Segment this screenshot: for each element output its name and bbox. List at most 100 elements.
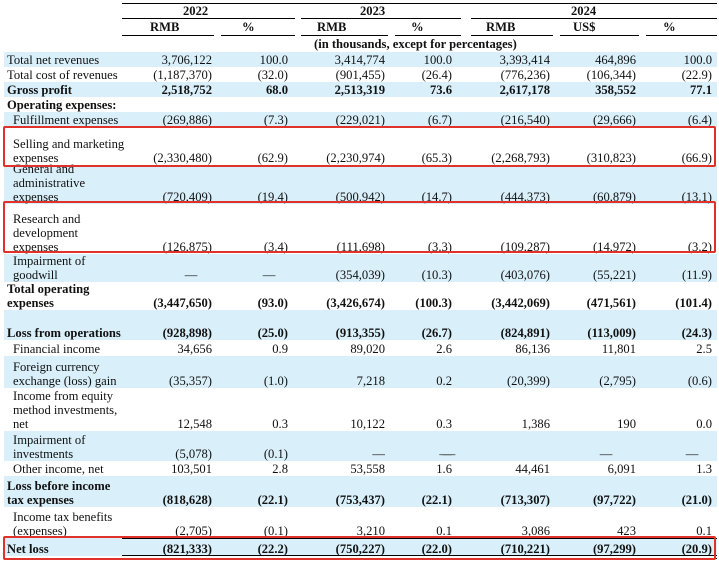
value-cell: (14.7) bbox=[421, 190, 452, 204]
value-cell: 464,896 bbox=[595, 53, 636, 67]
value-cell: (776,236) bbox=[500, 68, 550, 82]
value-cell: (25.0) bbox=[257, 326, 288, 340]
value-cell: (5,078) bbox=[175, 447, 212, 461]
value-cell: (500,942) bbox=[335, 190, 385, 204]
value-cell: (913,355) bbox=[335, 326, 385, 340]
currency-header-2024-usd: US$ bbox=[573, 20, 596, 34]
header-rule-col2 bbox=[221, 35, 295, 36]
value-cell: (710,221) bbox=[500, 542, 550, 556]
value-cell: (3.2) bbox=[687, 240, 712, 254]
value-cell: (750,227) bbox=[335, 542, 385, 556]
row-label: Other income, net bbox=[13, 462, 104, 476]
value-cell: — bbox=[184, 268, 198, 282]
row-label: Impairment of goodwill bbox=[13, 254, 86, 282]
value-cell: (928,898) bbox=[162, 326, 212, 340]
value-cell: (2,705) bbox=[175, 524, 212, 538]
value-cell: (126,875) bbox=[162, 240, 212, 254]
value-cell: 2.5 bbox=[696, 342, 712, 356]
value-cell: (824,891) bbox=[500, 326, 550, 340]
year-2023-rule bbox=[301, 18, 461, 19]
table-row: Selling and marketing expenses (2,330,480… bbox=[4, 127, 717, 165]
value-cell: (20.9) bbox=[681, 542, 712, 556]
row-label: Operating expenses: bbox=[7, 98, 117, 112]
value-cell: (101.4) bbox=[675, 296, 712, 310]
value-cell: 12,548 bbox=[177, 417, 212, 431]
value-cell: 0.0 bbox=[696, 417, 712, 431]
value-cell: (3,426,674) bbox=[326, 296, 385, 310]
value-cell: (1.0) bbox=[263, 374, 288, 388]
value-cell: — bbox=[685, 447, 699, 461]
header-rule-col1 bbox=[122, 35, 214, 36]
value-cell: (13.1) bbox=[681, 190, 712, 204]
net-loss-double-rule-1 bbox=[122, 555, 717, 556]
value-cell: (26.7) bbox=[421, 326, 452, 340]
value-cell: (19.4) bbox=[257, 190, 288, 204]
value-cell: 423 bbox=[617, 524, 636, 538]
value-cell: (2,268,793) bbox=[491, 151, 550, 165]
value-cell: 100.0 bbox=[683, 53, 712, 67]
value-cell: (22.1) bbox=[257, 493, 288, 507]
value-cell: 6,091 bbox=[607, 462, 636, 476]
value-cell: 0.1 bbox=[436, 524, 452, 538]
value-cell: 0.2 bbox=[436, 374, 452, 388]
table-row: Loss before income tax expenses (818,628)… bbox=[4, 476, 717, 507]
year-2023-header: 2023 bbox=[360, 4, 386, 18]
value-cell: (354,039) bbox=[335, 268, 385, 282]
year-2024-rule bbox=[471, 18, 717, 19]
value-cell: (22.1) bbox=[421, 493, 452, 507]
value-cell: (216,540) bbox=[500, 113, 550, 127]
value-cell: (22.2) bbox=[257, 542, 288, 556]
year-2022-rule bbox=[122, 18, 295, 19]
value-cell: 73.6 bbox=[429, 83, 452, 97]
table-row: Total net revenues 3,706,122 100.0 3,414,77… bbox=[4, 52, 717, 67]
value-cell: (444,373) bbox=[500, 190, 550, 204]
value-cell: (22.9) bbox=[681, 68, 712, 82]
percent-header-2024: % bbox=[663, 20, 676, 34]
row-label: Selling and marketing expenses bbox=[13, 137, 125, 165]
value-cell: 68.0 bbox=[265, 83, 288, 97]
value-cell: 0.1 bbox=[696, 524, 712, 538]
table-row: Fulfillment expenses (269,886) (7.3) (229,0… bbox=[4, 112, 717, 127]
header-top-rule bbox=[122, 3, 717, 4]
row-label: Foreign currency exchange (loss) gain bbox=[13, 360, 117, 388]
value-cell: (29,666) bbox=[592, 113, 636, 127]
table-row: Total cost of revenues (1,187,370) (32.0) (… bbox=[4, 67, 717, 82]
value-cell: (106,344) bbox=[586, 68, 636, 82]
table-row: Income tax benefits (expenses) (2,705) (0.… bbox=[4, 507, 717, 538]
year-2024-header: 2024 bbox=[571, 4, 597, 18]
value-cell: 2,518,752 bbox=[161, 83, 212, 97]
value-cell: 44,461 bbox=[515, 462, 550, 476]
value-cell: (2,330,480) bbox=[153, 151, 212, 165]
value-cell: 1,386 bbox=[521, 417, 550, 431]
row-label: Financial income bbox=[13, 342, 101, 356]
value-cell: 100.0 bbox=[423, 53, 452, 67]
row-label: Impairment of investments bbox=[13, 433, 86, 461]
header-rule-col5 bbox=[471, 35, 553, 36]
percent-header-2022: % bbox=[242, 20, 255, 34]
value-cell: — bbox=[599, 447, 613, 461]
value-cell: (471,561) bbox=[586, 296, 636, 310]
row-label: Loss before income tax expenses bbox=[7, 479, 111, 507]
value-cell: 0.3 bbox=[272, 417, 288, 431]
value-cell: (100.3) bbox=[415, 296, 452, 310]
value-cell: (26.4) bbox=[421, 68, 452, 82]
row-label: Income tax benefits (expenses) bbox=[13, 510, 113, 538]
value-cell: (821,333) bbox=[162, 542, 212, 556]
row-label: Net loss bbox=[7, 542, 49, 556]
value-cell: (32.0) bbox=[257, 68, 288, 82]
highlight-selling-marketing bbox=[3, 126, 716, 167]
value-cell: 1.3 bbox=[696, 462, 712, 476]
value-cell: 3,210 bbox=[356, 524, 385, 538]
table-row: Operating expenses: bbox=[4, 97, 717, 112]
value-cell: (269,886) bbox=[162, 113, 212, 127]
value-cell: (403,076) bbox=[500, 268, 550, 282]
value-cell: (10.3) bbox=[421, 268, 452, 282]
value-cell: (111,698) bbox=[336, 240, 385, 254]
value-cell: (113,009) bbox=[587, 326, 636, 340]
header-rule-col7 bbox=[646, 35, 717, 36]
percent-header-2023: % bbox=[411, 20, 424, 34]
table-row: Research and development expenses (126,87… bbox=[4, 204, 717, 254]
value-cell: (3,442,069) bbox=[491, 296, 550, 310]
value-cell: (2,795) bbox=[599, 374, 636, 388]
